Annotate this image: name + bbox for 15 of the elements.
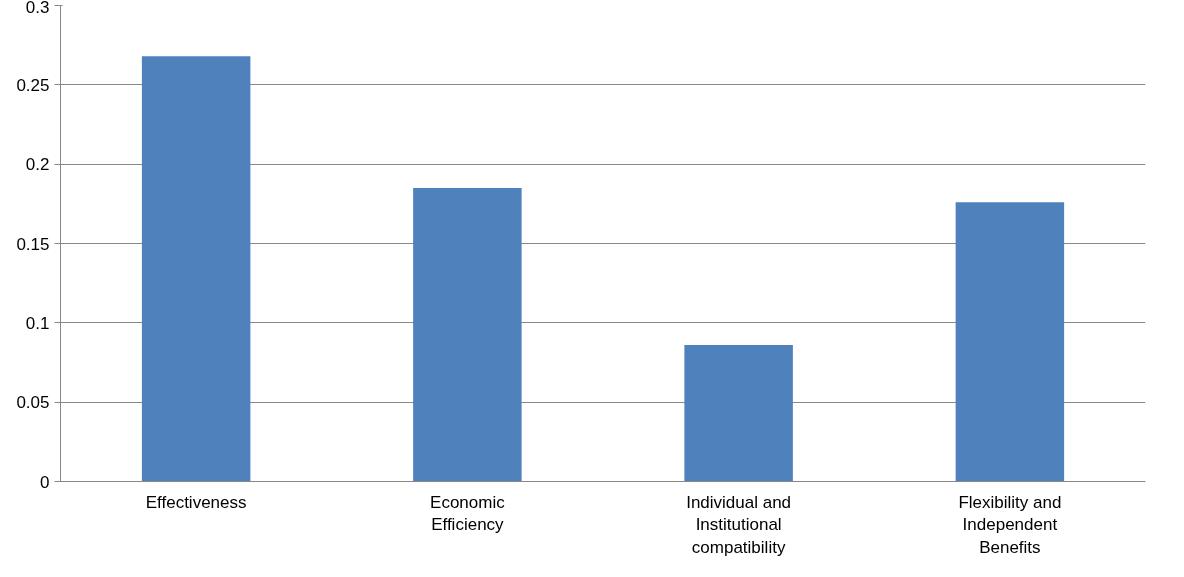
x-tick-label: Individual and Institutional compatibility [686,492,792,558]
bar [684,345,793,482]
y-tick-label: 0.15 [16,234,50,254]
x-tick-label: Effectiveness [145,492,247,512]
y-tick-label: 0.05 [16,393,50,413]
y-tick-label: 0.2 [25,155,50,175]
y-tick-label: 0.25 [16,75,50,95]
y-tick-label: 0.1 [25,313,50,333]
x-tick-label: Flexibility and Independent Benefits [958,492,1062,558]
bar [141,56,251,482]
x-tick-label: Economic Efficiency [430,492,506,535]
y-tick-label: 0 [40,472,50,492]
bar [955,202,1065,482]
y-tick-label: 0.3 [25,0,50,17]
bar [413,187,522,482]
